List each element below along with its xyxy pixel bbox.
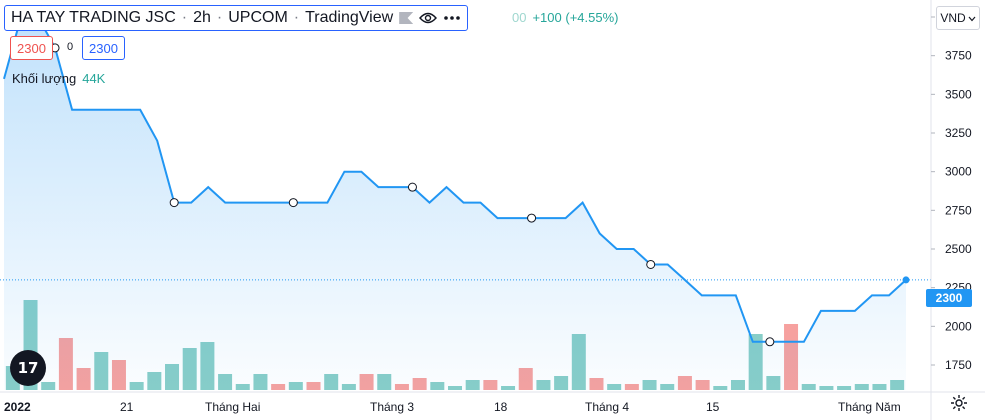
price-axis: 4000375035003250300027502500225020001750 — [931, 10, 972, 372]
x-tick-label: Tháng 4 — [585, 400, 629, 414]
price-change: 00 +100 (+4.55%) — [512, 10, 619, 25]
chevron-down-icon — [968, 11, 976, 25]
eye-icon[interactable] — [419, 12, 438, 24]
price-marker — [646, 259, 656, 269]
gear-icon[interactable] — [950, 394, 968, 417]
volume-value: 44K — [82, 71, 106, 86]
y-tick-label: 2750 — [945, 203, 972, 217]
price-marker — [765, 337, 775, 347]
last-point-marker — [902, 276, 910, 284]
y-tick-label: 3750 — [945, 49, 972, 63]
price-line — [3, 16, 907, 343]
y-tick-label: 3500 — [945, 87, 972, 101]
y-tick-label: 1750 — [945, 358, 972, 372]
more-icon[interactable] — [443, 15, 461, 21]
x-tick-label: 15 — [706, 400, 720, 414]
volume-legend: Khối lượng 44K — [12, 71, 106, 86]
price-marker — [169, 198, 179, 208]
y-tick-label: 3000 — [945, 165, 972, 179]
y-tick-label: 3250 — [945, 126, 972, 140]
x-tick-label: Tháng Hai — [205, 400, 260, 414]
y-tick-label: 2500 — [945, 242, 972, 256]
x-tick-label: Tháng 3 — [370, 400, 414, 414]
flag-icon[interactable] — [399, 12, 414, 24]
price-marker — [288, 198, 298, 208]
symbol-legend[interactable]: HA TAY TRADING JSC · 2h · UPCOM · Tradin… — [4, 5, 469, 31]
interval: 2h — [193, 9, 211, 26]
symbol-name: HA TAY TRADING JSC — [11, 9, 176, 26]
last-price-tag: 2300 — [926, 289, 972, 307]
currency-select[interactable]: VND — [936, 6, 980, 30]
price-marker — [407, 182, 417, 192]
x-tick-label: Tháng Năm — [838, 400, 901, 414]
y-tick-label: 2000 — [945, 319, 972, 333]
price-area — [4, 17, 906, 390]
exchange: UPCOM — [228, 9, 288, 26]
tradingview-logo-icon[interactable]: 17 — [10, 350, 46, 386]
price-marker — [527, 213, 537, 223]
time-axis: 2022 21 Tháng Hai Tháng 3 18 Tháng 4 15 Tháng N… — [4, 400, 901, 414]
ask-price[interactable]: 2300 — [82, 36, 125, 60]
data-source: TradingView — [305, 9, 394, 26]
x-tick-label: 18 — [494, 400, 508, 414]
price-markers — [50, 43, 910, 347]
spread-value: 0 — [67, 41, 74, 53]
x-tick-label: 21 — [120, 400, 134, 414]
x-tick-label: 2022 — [4, 400, 31, 414]
bid-price[interactable]: 2300 — [10, 36, 53, 60]
